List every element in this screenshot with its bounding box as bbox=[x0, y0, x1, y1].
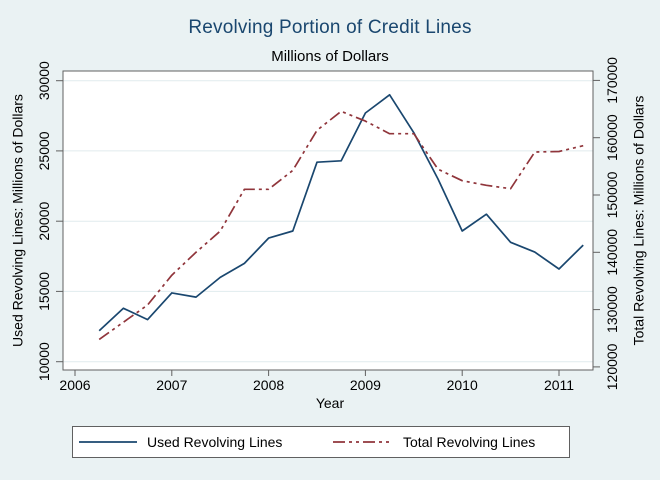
legend-label-used: Used Revolving Lines bbox=[147, 434, 283, 450]
right-tick-label: 130000 bbox=[604, 286, 620, 333]
left-tick-label: 25000 bbox=[36, 131, 52, 170]
chart-subtitle: Millions of Dollars bbox=[271, 48, 389, 65]
right-tick-label: 160000 bbox=[604, 114, 620, 161]
used-line-swatch bbox=[79, 441, 137, 443]
x-tick-label: 2009 bbox=[350, 377, 381, 393]
right-tick-label: 140000 bbox=[604, 229, 620, 276]
left-tick-label: 10000 bbox=[36, 342, 52, 381]
used-revolving-line bbox=[98, 93, 584, 332]
x-tick-label: 2008 bbox=[253, 377, 284, 393]
legend: Used Revolving Lines Total Revolving Lin… bbox=[72, 426, 570, 458]
chart-title: Revolving Portion of Credit Lines bbox=[188, 17, 472, 38]
x-tick-label: 2011 bbox=[544, 377, 574, 393]
right-tick-label: 170000 bbox=[604, 57, 620, 104]
right-tick-label: 120000 bbox=[604, 343, 620, 390]
left-tick-label: 15000 bbox=[36, 272, 52, 311]
plot-background bbox=[63, 71, 593, 370]
x-tick-label: 2010 bbox=[447, 377, 478, 393]
left-tick-label: 30000 bbox=[36, 61, 52, 100]
x-tick-label: 2006 bbox=[59, 377, 90, 393]
plot-border bbox=[62, 70, 594, 371]
right-tick-label: 150000 bbox=[604, 171, 620, 218]
x-tick-label: 2007 bbox=[156, 377, 187, 393]
left-tick-label: 20000 bbox=[36, 202, 52, 241]
x-axis-title: Year bbox=[315, 395, 345, 411]
legend-label-total: Total Revolving Lines bbox=[403, 434, 536, 450]
total-revolving-line bbox=[98, 110, 584, 341]
total-line-swatch bbox=[333, 441, 393, 443]
